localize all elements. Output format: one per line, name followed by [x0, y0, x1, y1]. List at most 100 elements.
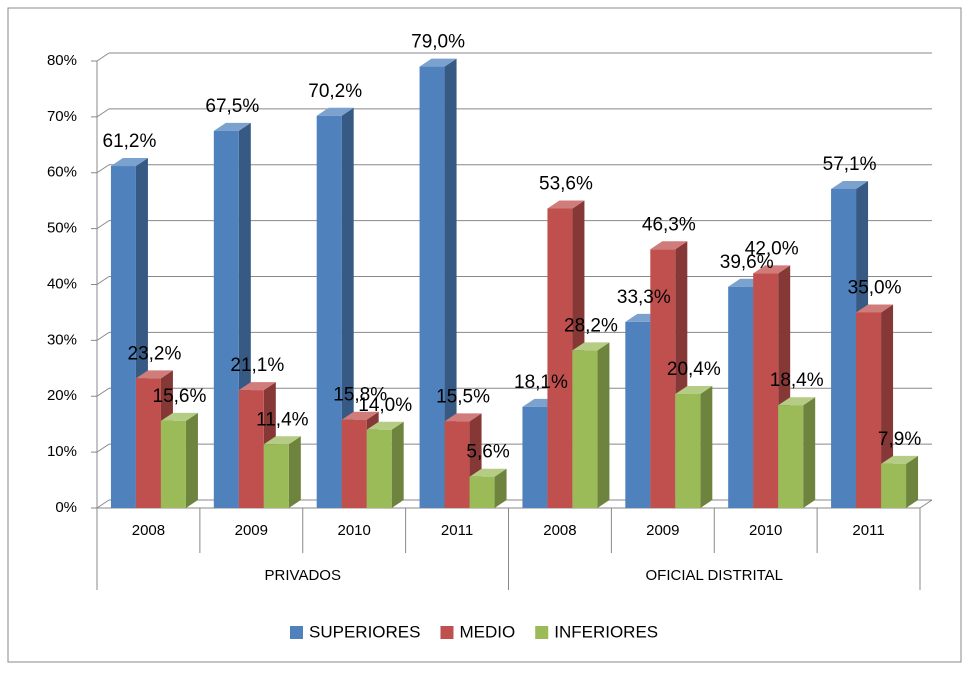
- bar: [547, 208, 573, 508]
- y-tick-label: 80%: [47, 52, 77, 69]
- bar: [238, 390, 264, 508]
- floor-side: [919, 499, 933, 509]
- bar: [856, 312, 882, 508]
- data-label: 21,1%: [230, 355, 284, 376]
- bar: [135, 378, 161, 508]
- bar: [675, 394, 701, 508]
- bar-side: [494, 468, 507, 508]
- bar-top: [160, 412, 198, 421]
- data-label: 61,2%: [103, 131, 157, 152]
- bar: [572, 350, 598, 508]
- bar: [778, 405, 804, 508]
- bar-top: [263, 436, 301, 445]
- y-tick-label: 70%: [47, 108, 77, 125]
- bar: [650, 249, 676, 508]
- bar: [881, 463, 907, 508]
- x-tick-label: 2009: [646, 522, 679, 539]
- data-label: 70,2%: [308, 81, 362, 102]
- y-tick-label: 60%: [47, 164, 77, 181]
- x-tick-label: 2010: [338, 522, 371, 539]
- bar: [831, 188, 857, 509]
- bar: [469, 476, 495, 508]
- data-label: 33,3%: [617, 287, 671, 308]
- bar-side: [288, 436, 301, 508]
- y-tick-label: 40%: [47, 275, 77, 292]
- bar-top: [444, 413, 482, 422]
- bar-side: [906, 455, 919, 508]
- data-label: 15,8%: [333, 385, 387, 406]
- data-label: 57,1%: [823, 154, 877, 175]
- grid-line: [96, 443, 110, 453]
- bar: [110, 166, 136, 509]
- bar: [444, 421, 470, 508]
- bar-top: [778, 397, 816, 406]
- data-label: 18,1%: [514, 372, 568, 393]
- data-label: 28,2%: [564, 315, 618, 336]
- y-tick-label: 0%: [55, 499, 77, 516]
- data-label: 15,6%: [153, 386, 207, 407]
- bar: [419, 66, 445, 509]
- group-label: PRIVADOS: [265, 567, 341, 584]
- bar-top: [366, 421, 404, 430]
- data-label: 5,6%: [466, 442, 509, 463]
- data-label: 39,6%: [720, 252, 774, 273]
- data-label: 35,0%: [848, 277, 902, 298]
- bar-top: [110, 158, 148, 167]
- bar: [625, 321, 651, 508]
- data-label: 53,6%: [539, 174, 593, 195]
- bar: [160, 420, 186, 508]
- legend-swatch: [440, 626, 454, 639]
- grid-line: [96, 164, 110, 174]
- bar-top: [316, 107, 354, 116]
- grid-line: [96, 220, 110, 230]
- data-label: 11,4%: [256, 409, 309, 430]
- x-tick-label: 2009: [235, 522, 268, 539]
- bar: [341, 419, 367, 508]
- data-label: 20,4%: [667, 359, 721, 380]
- x-tick-label: 2008: [132, 522, 165, 539]
- bar-top: [650, 241, 688, 250]
- bar-side: [444, 58, 457, 509]
- y-tick-label: 20%: [47, 387, 77, 404]
- bar-side: [391, 421, 404, 508]
- bar-top: [238, 382, 276, 391]
- bar-top: [341, 411, 379, 420]
- data-label: 67,5%: [205, 96, 259, 117]
- bar-top: [419, 58, 457, 67]
- bar-top: [675, 386, 713, 395]
- bar-top: [469, 468, 507, 477]
- bar: [728, 286, 754, 508]
- bar-top: [213, 122, 251, 131]
- bar-side: [341, 107, 354, 508]
- group-label: OFICIAL DISTRITAL: [645, 567, 783, 584]
- data-label: 23,2%: [128, 343, 182, 364]
- x-tick-label: 2010: [749, 522, 782, 539]
- grid-line: [96, 387, 110, 397]
- bar: [522, 406, 548, 508]
- bar-side: [881, 304, 894, 508]
- bar-side: [185, 412, 198, 508]
- bar: [213, 130, 239, 508]
- data-label: 15,5%: [436, 386, 490, 407]
- bar-top: [856, 304, 894, 313]
- bar-side: [597, 342, 610, 508]
- legend-swatch: [535, 626, 549, 639]
- y-tick-label: 30%: [47, 331, 77, 348]
- grid-line: [96, 52, 110, 62]
- bar-side: [700, 386, 713, 508]
- bar-top: [572, 342, 610, 351]
- data-label: 42,0%: [745, 238, 799, 259]
- y-tick-label: 50%: [47, 220, 77, 237]
- data-label: 18,4%: [770, 370, 824, 391]
- x-tick-label: 2011: [852, 522, 884, 539]
- grid-line: [96, 499, 110, 509]
- grid-line: [96, 331, 110, 341]
- data-label: 46,3%: [642, 214, 696, 235]
- x-tick-label: 2011: [441, 522, 473, 539]
- legend-swatch: [290, 626, 303, 639]
- bar: [316, 115, 342, 508]
- bar-top: [135, 370, 173, 379]
- bar-top: [881, 455, 919, 464]
- legend-label: MEDIO: [459, 622, 515, 641]
